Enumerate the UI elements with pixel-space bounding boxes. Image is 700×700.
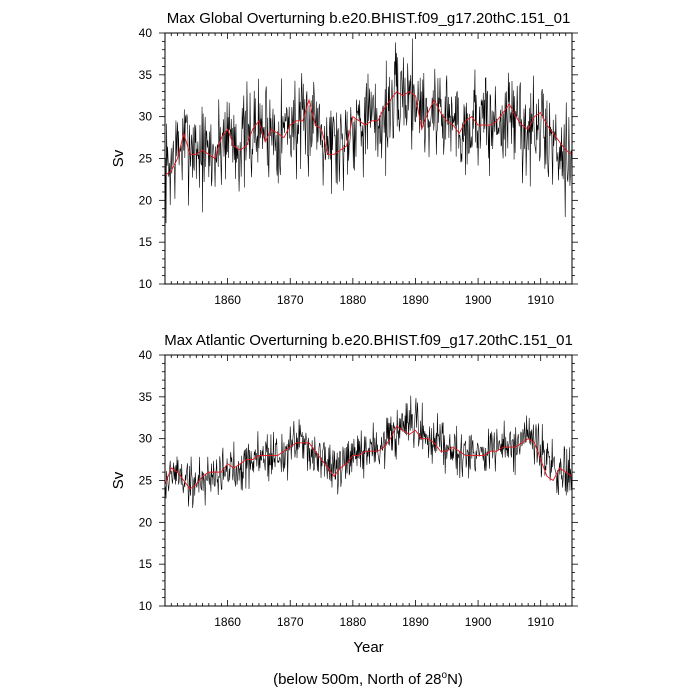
y-tick-label: 25 xyxy=(139,474,153,488)
y-tick-label: 25 xyxy=(139,152,153,166)
footer-note: (below 500m, North of 28oN) xyxy=(273,670,463,688)
y-tick-label: 35 xyxy=(139,390,153,404)
y-tick-label: 40 xyxy=(139,26,153,40)
chart-title: Max Global Overturning b.e20.BHIST.f09_g… xyxy=(167,10,571,27)
y-tick-label: 30 xyxy=(139,110,153,124)
footer-degree: o xyxy=(442,670,448,681)
x-tick-label: 1900 xyxy=(465,293,492,307)
y-tick-label: 15 xyxy=(139,557,153,571)
series-line-smoothed xyxy=(165,425,572,490)
x-tick-label: 1860 xyxy=(214,615,241,629)
x-tick-label: 1870 xyxy=(277,615,304,629)
y-tick-label: 30 xyxy=(139,432,153,446)
y-tick-label: 10 xyxy=(139,599,153,613)
y-tick-label: 40 xyxy=(139,348,153,362)
x-tick-label: 1870 xyxy=(277,293,304,307)
series-line-smoothed xyxy=(165,90,572,176)
x-axis-label: Year xyxy=(353,639,383,656)
x-tick-label: 1910 xyxy=(527,293,554,307)
y-tick-label: 35 xyxy=(139,68,153,82)
x-tick-label: 1860 xyxy=(214,293,241,307)
x-tick-label: 1900 xyxy=(465,615,492,629)
y-tick-label: 20 xyxy=(139,193,153,207)
series-line-monthly xyxy=(165,38,572,224)
y-tick-label: 15 xyxy=(139,235,153,249)
plot-frame xyxy=(164,354,573,607)
footer-prefix: (below 500m, North of 28 xyxy=(273,671,441,688)
chart-title: Max Atlantic Overturning b.e20.BHIST.f09… xyxy=(164,332,573,349)
global-overturning-panel: 1860 1870 1880 1890 1900 1910 10 15 20 25 30 35 40 Ma… xyxy=(110,10,578,307)
x-tick-label: 1890 xyxy=(402,293,429,307)
x-tick-label: 1880 xyxy=(339,293,366,307)
y-axis-label: Sv xyxy=(110,149,127,167)
footer-suffix: N) xyxy=(447,671,463,688)
y-axis-label: Sv xyxy=(110,471,127,489)
x-tick-label: 1890 xyxy=(402,615,429,629)
y-tick-label: 10 xyxy=(139,277,153,291)
y-tick-label: 20 xyxy=(139,515,153,529)
series-line-monthly xyxy=(165,395,572,509)
x-tick-label: 1910 xyxy=(527,615,554,629)
x-tick-label: 1880 xyxy=(339,615,366,629)
atlantic-overturning-panel: 1860 1870 1880 1890 1900 1910 10 15 20 25 30 35 40 Ma… xyxy=(110,332,578,656)
